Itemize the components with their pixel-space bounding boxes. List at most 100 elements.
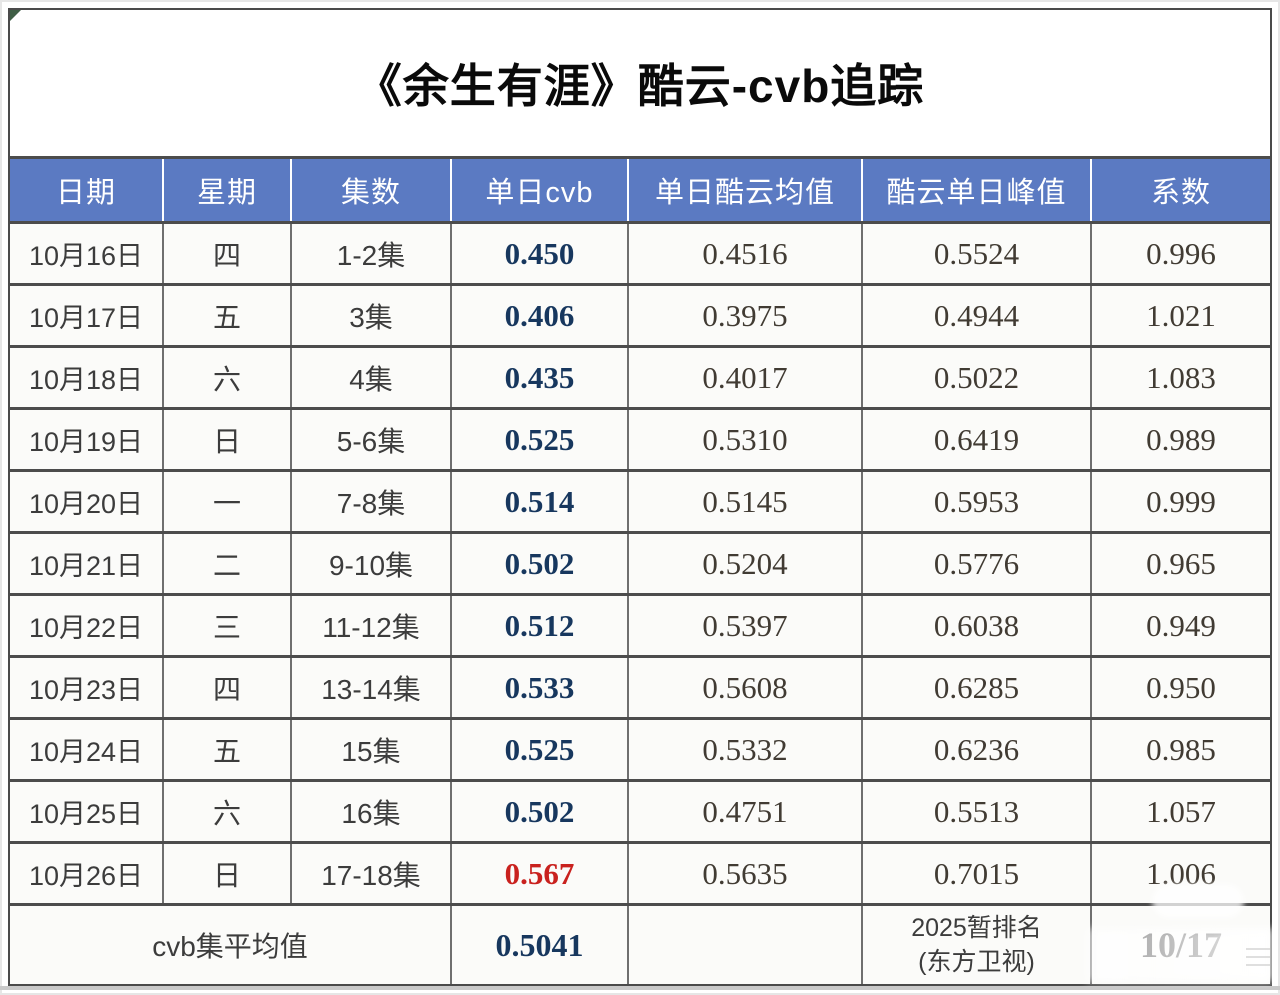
episodes-cell: 9-10集 (292, 534, 450, 593)
watermark-id-marks (1246, 942, 1270, 970)
coefficient-cell: 0.989 (1092, 410, 1270, 469)
header-coefficient: 系数 (1092, 159, 1270, 221)
date-cell: 10月16日 (10, 224, 162, 283)
cvb-cell: 0.525 (452, 410, 627, 469)
title-block: 《余生有涯》酷云-cvb追踪 (10, 10, 1270, 156)
weekday-cell: 六 (164, 348, 290, 407)
table-row: 10月25日 六 16集 0.502 0.4751 0.5513 1.057 (10, 782, 1270, 841)
cvb-cell: 0.512 (452, 596, 627, 655)
footer-average-label: cvb集平均值 (10, 906, 450, 984)
ranking-line-1: 2025暂排名 (911, 914, 1042, 942)
kuyun-avg-cell: 0.5332 (629, 720, 861, 779)
table-row: 10月19日 日 5-6集 0.525 0.5310 0.6419 0.989 (10, 410, 1270, 469)
kuyun-avg-cell: 0.5635 (629, 844, 861, 903)
date-cell: 10月26日 (10, 844, 162, 903)
weekday-cell: 六 (164, 782, 290, 841)
table-row: 10月17日 五 3集 0.406 0.3975 0.4944 1.021 (10, 286, 1270, 345)
date-cell: 10月21日 (10, 534, 162, 593)
kuyun-avg-cell: 0.5608 (629, 658, 861, 717)
footer-cvb-average: 0.5041 (452, 906, 627, 984)
date-cell: 10月18日 (10, 348, 162, 407)
header-kuyun-avg: 单日酷云均值 (629, 159, 861, 221)
episodes-cell: 16集 (292, 782, 450, 841)
kuyun-avg-cell: 0.3975 (629, 286, 861, 345)
table-footer-row: cvb集平均值 0.5041 2025暂排名 (东方卫视) 10/17 (10, 906, 1270, 984)
episodes-cell: 17-18集 (292, 844, 450, 903)
kuyun-peak-cell: 0.5513 (863, 782, 1090, 841)
kuyun-peak-cell: 0.6419 (863, 410, 1090, 469)
cvb-cell: 0.502 (452, 534, 627, 593)
table-row: 10月21日 二 9-10集 0.502 0.5204 0.5776 0.965 (10, 534, 1270, 593)
weekday-cell: 四 (164, 658, 290, 717)
episodes-cell: 7-8集 (292, 472, 450, 531)
date-cell: 10月23日 (10, 658, 162, 717)
weekday-cell: 五 (164, 720, 290, 779)
kuyun-avg-cell: 0.4516 (629, 224, 861, 283)
table-header-row: 日期 星期 集数 单日cvb 单日酷云均值 酷云单日峰值 系数 (10, 159, 1270, 221)
episodes-cell: 15集 (292, 720, 450, 779)
kuyun-peak-cell: 0.5953 (863, 472, 1090, 531)
episodes-cell: 1-2集 (292, 224, 450, 283)
date-cell: 10月17日 (10, 286, 162, 345)
kuyun-peak-cell: 0.5776 (863, 534, 1090, 593)
watermark-blur-pill (1152, 884, 1244, 918)
kuyun-avg-cell: 0.5310 (629, 410, 861, 469)
bottom-edge-strip (0, 986, 1280, 990)
cvb-cell: 0.435 (452, 348, 627, 407)
cvb-cell: 0.533 (452, 658, 627, 717)
coefficient-cell: 1.021 (1092, 286, 1270, 345)
table-row: 10月24日 五 15集 0.525 0.5332 0.6236 0.985 (10, 720, 1270, 779)
kuyun-avg-cell: 0.4751 (629, 782, 861, 841)
header-kuyun-peak: 酷云单日峰值 (863, 159, 1090, 221)
table-row: 10月26日 日 17-18集 0.567 0.5635 0.7015 1.00… (10, 844, 1270, 903)
watermark-blur-main (1086, 928, 1272, 982)
kuyun-avg-cell: 0.5204 (629, 534, 861, 593)
table-row: 10月16日 四 1-2集 0.450 0.4516 0.5524 0.996 (10, 224, 1270, 283)
episodes-cell: 5-6集 (292, 410, 450, 469)
kuyun-avg-cell: 0.5145 (629, 472, 861, 531)
table-row: 10月22日 三 11-12集 0.512 0.5397 0.6038 0.94… (10, 596, 1270, 655)
coefficient-cell: 0.965 (1092, 534, 1270, 593)
coefficient-cell: 1.057 (1092, 782, 1270, 841)
coefficient-cell: 1.083 (1092, 348, 1270, 407)
episodes-cell: 13-14集 (292, 658, 450, 717)
date-cell: 10月20日 (10, 472, 162, 531)
table-row: 10月20日 一 7-8集 0.514 0.5145 0.5953 0.999 (10, 472, 1270, 531)
kuyun-avg-cell: 0.5397 (629, 596, 861, 655)
page-title: 《余生有涯》酷云-cvb追踪 (355, 60, 925, 112)
coefficient-cell: 0.996 (1092, 224, 1270, 283)
footer-ranking-cell: 2025暂排名 (东方卫视) (863, 906, 1090, 984)
ranking-line-2: (东方卫视) (918, 948, 1035, 976)
date-cell: 10月19日 (10, 410, 162, 469)
episodes-cell: 3集 (292, 286, 450, 345)
cvb-cell: 0.406 (452, 286, 627, 345)
table-body: 10月16日 四 1-2集 0.450 0.4516 0.5524 0.996 … (10, 224, 1270, 903)
header-date: 日期 (10, 159, 162, 221)
date-cell: 10月22日 (10, 596, 162, 655)
weekday-cell: 日 (164, 844, 290, 903)
weekday-cell: 二 (164, 534, 290, 593)
cvb-cell: 0.525 (452, 720, 627, 779)
kuyun-peak-cell: 0.5524 (863, 224, 1090, 283)
cvb-cell: 0.567 (452, 844, 627, 903)
header-episodes: 集数 (292, 159, 450, 221)
weekday-cell: 日 (164, 410, 290, 469)
cvb-cell: 0.450 (452, 224, 627, 283)
kuyun-peak-cell: 0.6285 (863, 658, 1090, 717)
weekday-cell: 一 (164, 472, 290, 531)
kuyun-peak-cell: 0.5022 (863, 348, 1090, 407)
coefficient-cell: 0.950 (1092, 658, 1270, 717)
weekday-cell: 三 (164, 596, 290, 655)
kuyun-peak-cell: 0.7015 (863, 844, 1090, 903)
coefficient-cell: 0.999 (1092, 472, 1270, 531)
header-weekday: 星期 (164, 159, 290, 221)
kuyun-peak-cell: 0.4944 (863, 286, 1090, 345)
kuyun-avg-cell: 0.4017 (629, 348, 861, 407)
episodes-cell: 11-12集 (292, 596, 450, 655)
kuyun-peak-cell: 0.6038 (863, 596, 1090, 655)
date-cell: 10月25日 (10, 782, 162, 841)
cvb-cell: 0.502 (452, 782, 627, 841)
corner-marker-icon (10, 10, 21, 21)
episodes-cell: 4集 (292, 348, 450, 407)
